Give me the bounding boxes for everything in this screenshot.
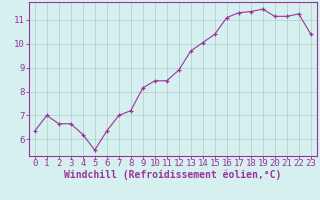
X-axis label: Windchill (Refroidissement éolien,°C): Windchill (Refroidissement éolien,°C) bbox=[64, 169, 282, 180]
